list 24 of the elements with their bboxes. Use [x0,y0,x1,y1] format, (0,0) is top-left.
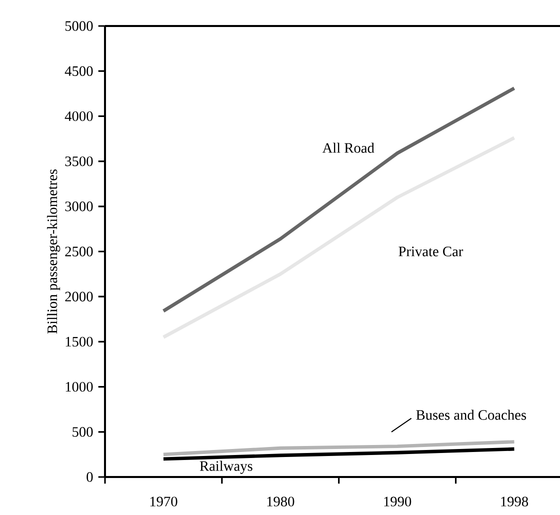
text: Private Car [398,246,464,256]
y-tick-label: 4000 [64,111,93,122]
y-tick-label: 3000 [65,202,93,212]
series-label: Buses and Coaches [416,410,526,420]
y-tick-label: 1000 [66,382,93,392]
y-axis-title: Billion passenger-kilometres [47,169,60,334]
x-tick-label: 1998 [501,496,528,506]
series-label: Railways [200,460,252,474]
line-series [162,86,516,313]
line-series [162,136,516,339]
x-tick-label: 1970 [150,496,178,506]
x-tick-label: 1990 [384,496,412,506]
y-tick-label: 1500 [66,336,93,347]
line-series [162,447,516,461]
y-tick-label: 500 [72,427,93,437]
y-tick-label: 5000 [65,21,93,31]
series-label: All Road [322,142,374,153]
y-tick-label: 3500 [65,156,93,166]
y-tick-label: 2000 [65,292,93,302]
y-tick-label: 0 [86,472,93,482]
y-tick-label: 2500 [65,246,93,256]
line-series [162,440,516,456]
y-tick-label: 4500 [64,66,93,76]
x-tick-label: 1980 [267,496,294,506]
